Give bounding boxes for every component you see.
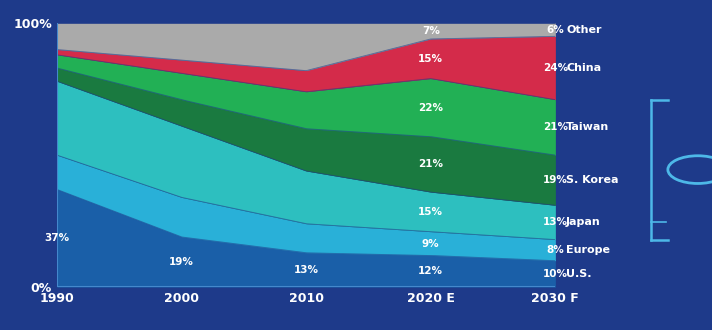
- Text: Japan: Japan: [566, 217, 601, 227]
- Text: 21%: 21%: [418, 159, 444, 169]
- Text: 13%: 13%: [543, 217, 568, 227]
- Text: 6%: 6%: [547, 25, 564, 35]
- Text: 19%: 19%: [543, 175, 567, 185]
- Text: 22%: 22%: [418, 103, 444, 113]
- Text: 13%: 13%: [293, 265, 319, 275]
- Text: 10%: 10%: [543, 269, 568, 279]
- Text: 9%: 9%: [422, 239, 439, 248]
- Text: 37%: 37%: [44, 233, 70, 243]
- Text: 12%: 12%: [418, 266, 444, 276]
- Text: 77%: 77%: [683, 163, 712, 176]
- Text: 15%: 15%: [418, 54, 444, 64]
- Text: 7%: 7%: [422, 26, 440, 36]
- Text: Taiwan: Taiwan: [566, 122, 609, 132]
- Text: Other: Other: [566, 25, 602, 35]
- Text: U.S.: U.S.: [566, 269, 592, 279]
- Text: Europe: Europe: [566, 245, 610, 255]
- Text: 15%: 15%: [418, 207, 444, 217]
- Text: 21%: 21%: [543, 122, 568, 132]
- Text: S. Korea: S. Korea: [566, 175, 619, 185]
- Text: 8%: 8%: [547, 245, 564, 255]
- Text: 24%: 24%: [543, 63, 568, 73]
- Text: China: China: [566, 63, 601, 73]
- Text: 19%: 19%: [169, 257, 194, 267]
